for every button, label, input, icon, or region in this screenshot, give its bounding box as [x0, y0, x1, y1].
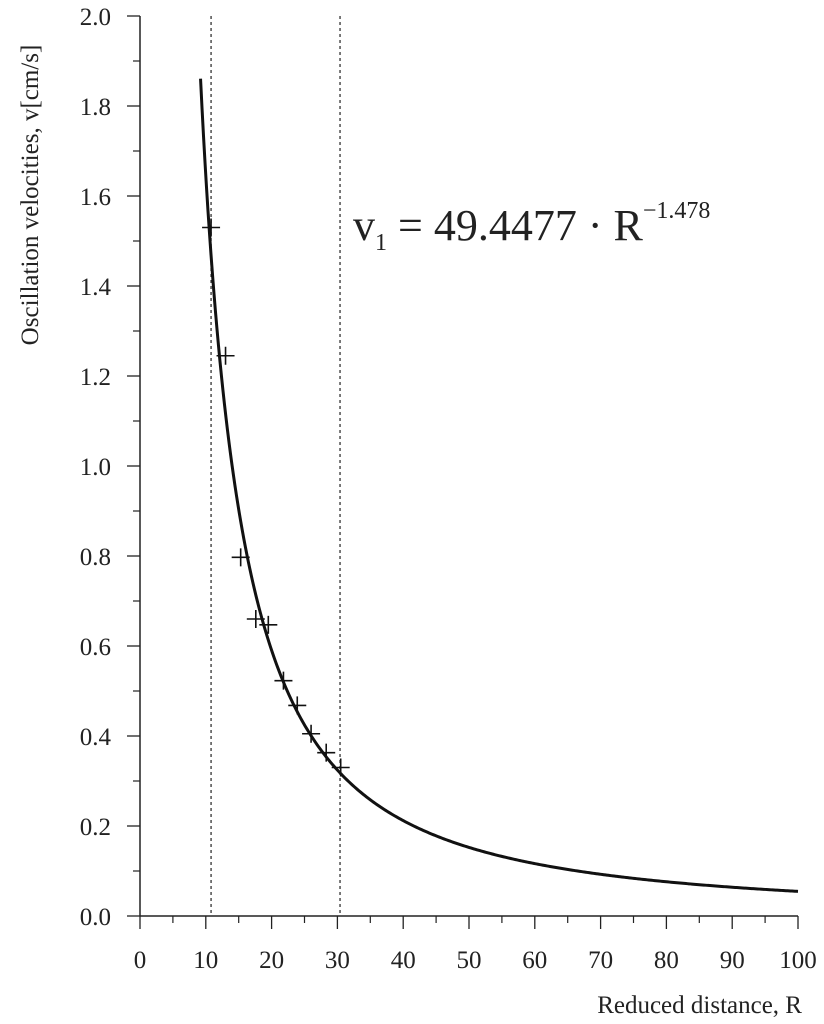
equation-exponent: −1.478 [643, 198, 711, 224]
y-tick-label: 1.2 [80, 364, 111, 391]
y-tick-label: 1.8 [80, 94, 111, 121]
axes [139, 16, 798, 917]
data-points [202, 218, 350, 777]
x-tick-label: 50 [457, 947, 482, 974]
data-point [202, 218, 221, 237]
x-tick-label: 0 [134, 947, 147, 974]
y-tick-label: 0.2 [80, 814, 111, 841]
x-tick-label: 60 [522, 947, 547, 974]
x-tick-label: 90 [720, 947, 745, 974]
y-axis-title: Oscillation velocities, v[cm/s] [17, 45, 44, 346]
y-tick-label: 1.4 [80, 274, 112, 301]
y-tick-label: 0.4 [80, 724, 112, 751]
y-tick-label: 2.0 [80, 4, 111, 31]
fit-curve [199, 78, 799, 893]
data-point [288, 696, 307, 715]
equation-rhs: = 49.4477 · R [387, 201, 643, 250]
y-tick-label: 1.6 [80, 184, 111, 211]
equation-subscript: 1 [375, 230, 387, 256]
x-axis-title: Reduced distance, R [597, 992, 802, 1019]
data-point [246, 610, 265, 628]
y-tick-label: 0.0 [80, 904, 111, 931]
equation-lhs: v [353, 201, 375, 250]
data-point [259, 615, 278, 634]
data-point [317, 743, 336, 762]
fit-curve-group [199, 78, 799, 893]
x-tick-label: 80 [654, 947, 679, 974]
fit-equation: v1 = 49.4477 · R−1.478 [353, 198, 710, 256]
y-tick-label: 0.6 [80, 634, 111, 661]
x-tick-label: 70 [588, 947, 613, 974]
data-point [216, 346, 235, 365]
x-tick-label: 30 [325, 947, 350, 974]
data-point [274, 671, 293, 690]
data-point [331, 758, 350, 777]
data-point [302, 724, 321, 743]
y-tick-label: 1.0 [80, 454, 111, 481]
x-tick-label: 20 [259, 947, 284, 974]
ticks: 0 10 20 30 40 50 60 70 80 90 100 0.0 0.2 0.4 0.6 0.8 1.0… [80, 4, 817, 974]
x-tick-label: 100 [779, 947, 817, 974]
data-point [231, 548, 250, 567]
reference-lines [210, 16, 341, 916]
y-tick-label: 0.8 [80, 544, 111, 571]
x-tick-label: 10 [193, 947, 218, 974]
x-tick-label: 40 [391, 947, 416, 974]
